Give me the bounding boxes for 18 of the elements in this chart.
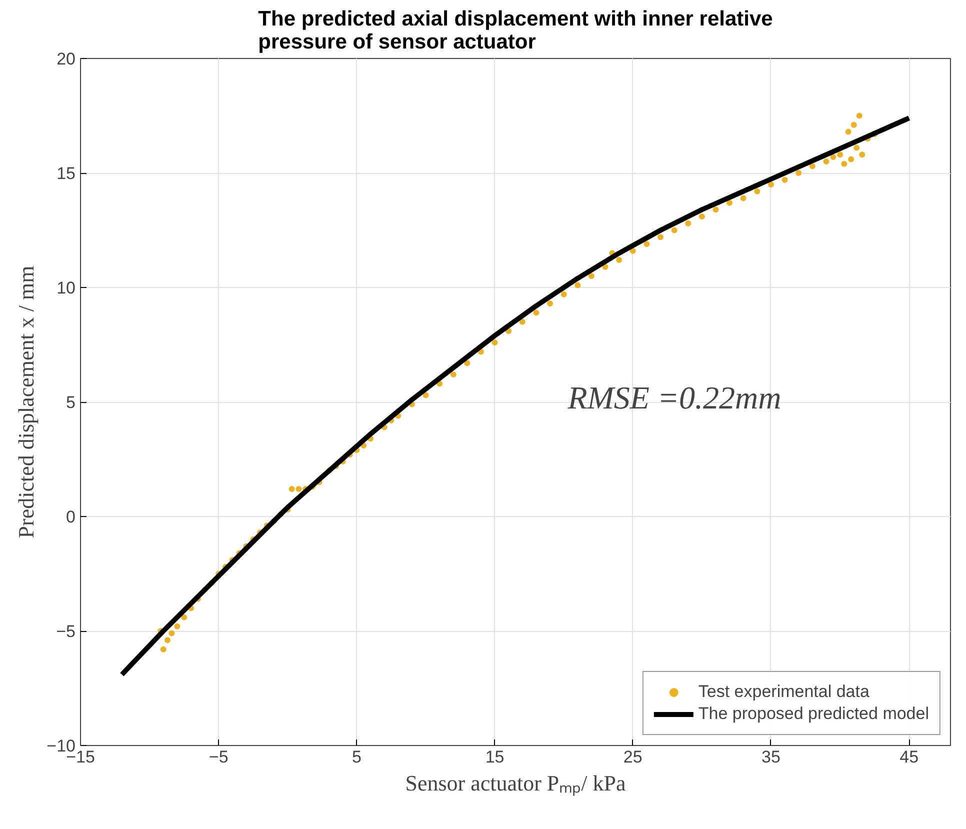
y-tick-label: 10 <box>56 278 76 298</box>
x-tick-label: 5 <box>352 748 362 766</box>
y-tick-label: 0 <box>66 508 76 526</box>
x-axis-title: Sensor actuator Pₘₚ/ kPa <box>405 770 626 796</box>
y-tick-label: 5 <box>66 393 76 412</box>
y-axis-title: Predicted displacement x / mm <box>14 266 39 538</box>
x-tick-label: 35 <box>762 748 780 766</box>
x-tick-label: −5 <box>208 748 228 766</box>
legend-label: Test experimental data <box>698 682 870 702</box>
x-tick-label: 25 <box>623 748 642 766</box>
y-tick-label: 20 <box>56 50 76 68</box>
y-tick-label: −5 <box>56 622 76 641</box>
legend-label: The proposed predicted model <box>698 704 929 724</box>
annotation: RMSE =0.22mm <box>566 380 782 416</box>
x-tick-label: 45 <box>900 748 919 766</box>
x-tick-label: 15 <box>485 748 504 766</box>
y-tick-label: 15 <box>56 164 76 183</box>
chart-title: The predicted axial displacement with inner relative pressure of sensor actuator <box>258 8 773 54</box>
